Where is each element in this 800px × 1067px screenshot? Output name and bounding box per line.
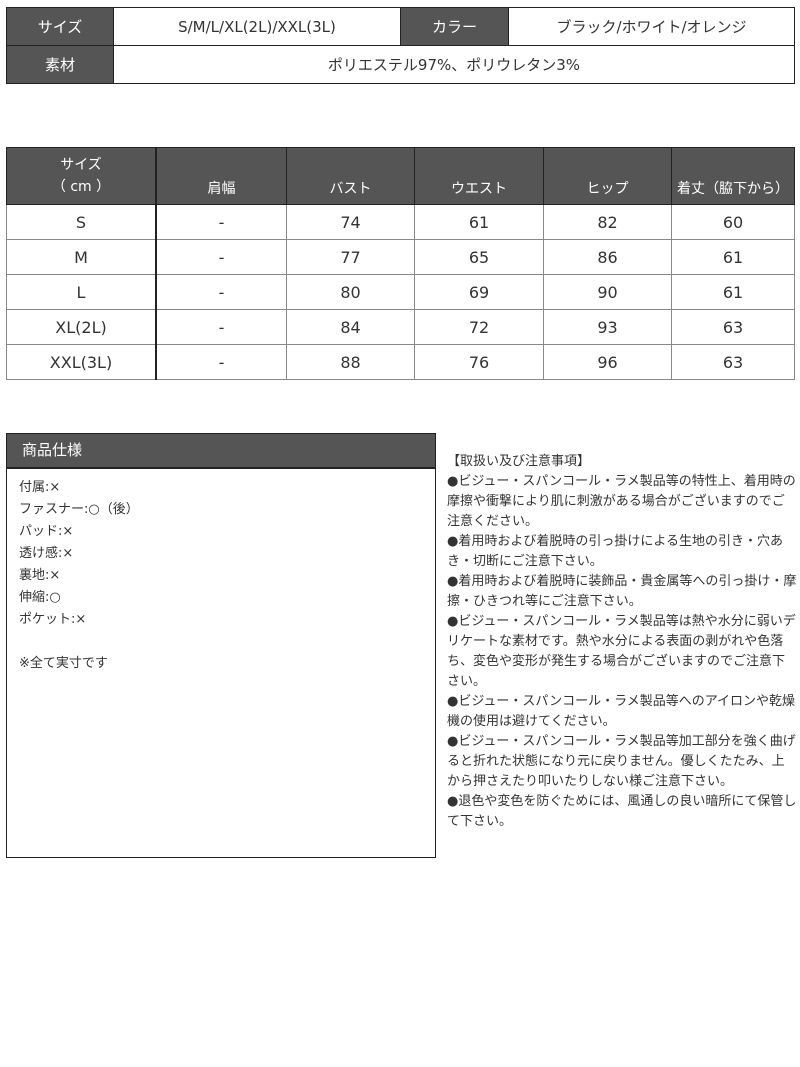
care-notes-title: 【取扱い及び注意事項】 — [447, 454, 591, 469]
table-cell: XL(2L) — [6, 309, 157, 345]
table-cell: 96 — [543, 344, 672, 380]
care-notes: 【取扱い及び注意事項】 ●ビジュー・スパンコール・ラメ製品等の特性上、着用時の摩… — [447, 452, 797, 832]
spec-note: ※全て実寸です — [19, 656, 108, 671]
spec-item: ファスナー:○（後） — [19, 502, 139, 517]
column-header: ウエスト — [414, 147, 544, 205]
column-header: 着丈（脇下から） — [671, 147, 795, 205]
spec-body: 付属:× ファスナー:○（後） パッド:× 透け感:× 裏地:× 伸縮:○ ポケット:× ※… — [7, 469, 435, 683]
spec-item: 透け感:× — [19, 546, 74, 561]
size-label: サイズ — [6, 7, 114, 46]
table-row: XXL(3L) -88 76 96 63 — [6, 344, 795, 380]
spec-panel: 商品仕様 付属:× ファスナー:○（後） パッド:× 透け感:× 裏地:× 伸縮:○ ポケッ… — [6, 433, 436, 858]
table-cell: 90 — [543, 274, 672, 310]
table-cell: 61 — [671, 274, 795, 310]
column-header: サイズ （ cm ） — [6, 147, 157, 205]
table-cell: - — [155, 239, 287, 275]
table-cell: 63 — [671, 309, 795, 345]
table-row: M -77 65 86 61 — [6, 239, 795, 275]
table-row: L -80 69 90 61 — [6, 274, 795, 310]
table-cell: 74 — [286, 204, 415, 240]
color-value: ブラック/ホワイト/オレンジ — [508, 7, 795, 46]
material-label: 素材 — [6, 45, 114, 84]
size-chart-table: サイズ （ cm ）肩幅 バスト ウエスト ヒップ 着丈（脇下から） S -74 61 82 6… — [6, 147, 795, 380]
column-header: ヒップ — [543, 147, 672, 205]
table-cell: 72 — [414, 309, 544, 345]
column-header: 肩幅 — [155, 147, 287, 205]
table-cell: 61 — [414, 204, 544, 240]
table-cell: - — [155, 274, 287, 310]
care-note-item: ●ビジュー・スパンコール・ラメ製品等の特性上、着用時の摩擦や衝撃により肌に刺激が… — [447, 474, 796, 529]
table-cell: L — [6, 274, 157, 310]
table-cell: 82 — [543, 204, 672, 240]
care-note-item: ●着用時および着脱時に装飾品・貴金属等への引っ掛け・摩擦・ひきつれ等にご注意下さ… — [447, 574, 797, 609]
table-cell: M — [6, 239, 157, 275]
table-cell: 65 — [414, 239, 544, 275]
color-label: カラー — [400, 7, 509, 46]
size-chart-header: サイズ （ cm ）肩幅 バスト ウエスト ヒップ 着丈（脇下から） — [6, 147, 795, 205]
spec-item: パッド:× — [19, 524, 74, 539]
table-cell: 77 — [286, 239, 415, 275]
table-cell: 60 — [671, 204, 795, 240]
table-cell: - — [155, 344, 287, 380]
size-value: S/M/L/XL(2L)/XXL(3L) — [113, 7, 401, 46]
spec-item: 付属:× — [19, 480, 61, 495]
spec-item: ポケット:× — [19, 612, 87, 627]
table-cell: 86 — [543, 239, 672, 275]
material-value: ポリエステル97%、ポリウレタン3% — [113, 45, 795, 84]
spec-item: 裏地:× — [19, 568, 61, 583]
table-cell: 76 — [414, 344, 544, 380]
spec-item: 伸縮:○ — [19, 590, 61, 605]
table-cell: - — [155, 309, 287, 345]
table-cell: 61 — [671, 239, 795, 275]
column-header: バスト — [286, 147, 415, 205]
table-cell: 63 — [671, 344, 795, 380]
spec-title: 商品仕様 — [7, 434, 435, 469]
table-cell: 80 — [286, 274, 415, 310]
care-note-item: ●ビジュー・スパンコール・ラメ製品等へのアイロンや乾燥機の使用は避けてください。 — [447, 694, 796, 729]
table-cell: - — [155, 204, 287, 240]
table-cell: 69 — [414, 274, 544, 310]
table-cell: 84 — [286, 309, 415, 345]
table-cell: S — [6, 204, 157, 240]
care-note-item: ●ビジュー・スパンコール・ラメ製品等加工部分を強く曲げると折れた状態になり元に戻… — [447, 734, 796, 789]
product-info-table: サイズ S/M/L/XL(2L)/XXL(3L) カラー ブラック/ホワイト/オ… — [6, 7, 795, 84]
table-row: S -74 61 82 60 — [6, 204, 795, 240]
care-note-item: ●着用時および着脱時の引っ掛けによる生地の引き・穴あき・切断にご注意下さい。 — [447, 534, 783, 569]
table-row: XL(2L) -84 72 93 63 — [6, 309, 795, 345]
table-cell: 88 — [286, 344, 415, 380]
table-cell: 93 — [543, 309, 672, 345]
table-cell: XXL(3L) — [6, 344, 157, 380]
care-note-item: ●ビジュー・スパンコール・ラメ製品等は熱や水分に弱いデリケートな素材です。熱や水… — [447, 614, 796, 689]
care-note-item: ●退色や変色を防ぐためには、風通しの良い暗所にて保管して下さい。 — [447, 794, 797, 829]
